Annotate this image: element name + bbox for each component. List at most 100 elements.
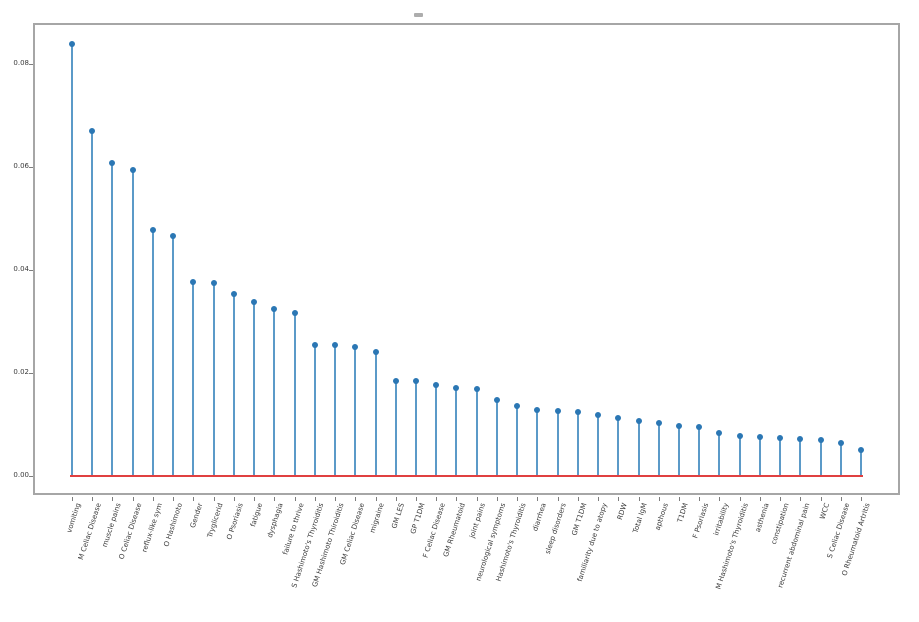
y-tick-label: 0.08: [13, 59, 29, 67]
y-tick-label: 0.00: [13, 471, 29, 479]
stem-line: [839, 442, 842, 476]
x-tick-mark: [335, 497, 337, 501]
x-tick-mark: [517, 497, 519, 501]
x-tick-label: constipation: [769, 502, 791, 546]
x-tick-mark: [395, 497, 397, 501]
stem-line: [860, 449, 863, 476]
stem-line: [435, 385, 438, 476]
stem-marker: [574, 408, 581, 415]
x-tick-label: M Celiac Disease: [76, 502, 103, 561]
x-tick-label: GM T1DM: [570, 502, 589, 537]
zero-baseline: [70, 474, 864, 477]
stem-line: [475, 388, 478, 476]
stem-marker: [676, 422, 683, 429]
x-tick-mark: [618, 497, 620, 501]
stem-line: [738, 435, 741, 476]
x-tick-mark: [274, 497, 276, 501]
stem-line: [151, 230, 154, 476]
stem-marker: [332, 342, 339, 349]
x-tick-mark: [699, 497, 701, 501]
x-tick-label: F Psoriasis: [690, 502, 710, 540]
stem-marker: [89, 127, 96, 134]
stem-marker: [837, 439, 844, 446]
x-tick-mark: [355, 497, 357, 501]
stem-marker: [311, 341, 318, 348]
stem-marker: [716, 429, 723, 436]
stem-marker: [635, 418, 642, 425]
stem-line: [172, 235, 175, 476]
stem-line: [779, 438, 782, 476]
stem-line: [758, 436, 761, 476]
x-tick-mark: [557, 497, 559, 501]
stem-marker: [129, 167, 136, 174]
x-tick-label: WCC: [818, 502, 832, 521]
x-tick-mark: [294, 497, 296, 501]
stem-line: [597, 414, 600, 476]
stem-line: [637, 421, 640, 476]
x-tick-mark: [213, 497, 215, 501]
x-tick-label: asthenia: [753, 502, 771, 534]
x-tick-label: RDW: [616, 502, 629, 521]
stem-line: [455, 388, 458, 476]
stem-marker: [170, 232, 177, 239]
stem-marker: [534, 406, 541, 413]
stem-line: [111, 162, 114, 476]
stem-line: [495, 400, 498, 476]
x-tick-label: GM Rheumatoid: [442, 502, 468, 558]
stem-line: [91, 130, 94, 476]
x-tick-label: migraine: [368, 502, 387, 535]
y-tick-mark: [29, 475, 33, 477]
stem-line: [71, 44, 73, 476]
x-tick-label: irritability: [712, 502, 731, 537]
x-tick-mark: [598, 497, 600, 501]
stem-marker: [493, 397, 500, 404]
x-tick-mark: [739, 497, 741, 501]
x-tick-label: failure to thrive: [280, 502, 306, 556]
stem-marker: [372, 349, 379, 356]
x-tick-label: dysphagia: [266, 502, 285, 539]
stem-line: [718, 432, 721, 476]
stem-marker: [858, 446, 865, 453]
stem-marker: [352, 344, 359, 351]
stem-line: [313, 344, 316, 476]
stem-line: [253, 302, 256, 476]
x-tick-mark: [112, 497, 114, 501]
stem-marker: [109, 159, 116, 166]
x-tick-mark: [780, 497, 782, 501]
x-tick-mark: [92, 497, 94, 501]
stem-marker: [777, 435, 784, 442]
stem-line: [354, 347, 357, 476]
stem-line: [556, 411, 559, 476]
stem-line: [516, 406, 519, 476]
x-tick-label: O Hashimoto: [162, 502, 184, 548]
stem-line: [576, 411, 579, 476]
y-tick-label: 0.06: [13, 162, 29, 170]
stem-marker: [473, 385, 480, 392]
x-tick-mark: [152, 497, 154, 501]
y-tick-label: 0.02: [13, 368, 29, 376]
x-tick-label: Total IgM: [631, 502, 650, 535]
stem-line: [273, 308, 276, 476]
x-tick-mark: [436, 497, 438, 501]
x-tick-label: T1DM: [675, 502, 690, 524]
stem-marker: [412, 378, 419, 385]
stem-marker: [655, 420, 662, 427]
x-tick-mark: [233, 497, 235, 501]
stem-line: [334, 345, 337, 476]
stem-line: [414, 381, 417, 476]
plot-title-mark: [414, 13, 423, 17]
x-tick-label: O Celiac Disease: [117, 502, 144, 561]
stem-marker: [514, 403, 521, 410]
stem-line: [678, 425, 681, 476]
stem-marker: [190, 279, 197, 286]
stem-marker: [271, 305, 278, 312]
stem-marker: [554, 408, 561, 415]
stem-marker: [615, 415, 622, 422]
x-tick-label: GM LES: [390, 502, 407, 530]
x-tick-label: vomiting: [65, 502, 83, 534]
stem-line: [657, 423, 660, 476]
x-tick-label: joint pains: [468, 502, 488, 540]
x-tick-mark: [577, 497, 579, 501]
x-tick-mark: [537, 497, 539, 501]
